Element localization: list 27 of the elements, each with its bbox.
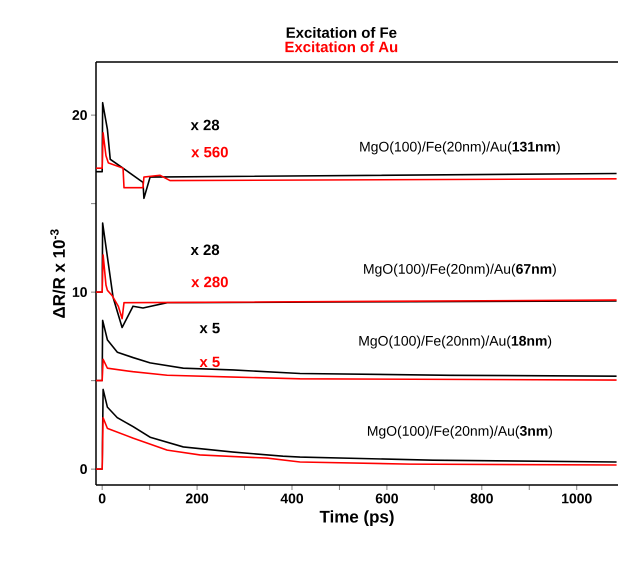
line-series: [95, 416, 618, 470]
annotation: x 280: [191, 276, 228, 288]
annotation: x 5: [200, 356, 220, 368]
y-tick-label: 0: [80, 464, 87, 474]
x-tick-label: 0: [98, 494, 106, 504]
line-series: [95, 132, 618, 188]
x-tick-label: 200: [186, 494, 208, 504]
text: Excitation of Au: [285, 41, 398, 52]
x-tick-label: 1000: [562, 494, 592, 504]
x-tick-label: 800: [470, 494, 493, 504]
annotation: MgO(100)/Fe(20nm)/Au(18nm): [359, 336, 552, 349]
annotation: x 28: [190, 120, 220, 130]
annotation: MgO(100)/Fe(20nm)/Au(131nm): [360, 141, 560, 154]
line-series: [95, 254, 618, 320]
x-axis-title: Time (ps): [320, 510, 394, 526]
annotation: x 560: [191, 146, 228, 158]
x-tick-label: 600: [376, 494, 398, 504]
line-series: [95, 358, 618, 382]
y-axis-title: ΔR/R x 10$^{-3}$: [50, 229, 66, 318]
y-tick-label: 10: [72, 287, 87, 298]
text: Excitation of Fe: [286, 26, 396, 38]
annotation: x 28: [190, 244, 220, 256]
x-tick-label: 400: [280, 494, 304, 504]
annotation: x 5: [200, 322, 220, 334]
annotation: MgO(100)/Fe(20nm)/Au(67nm): [364, 264, 556, 277]
annotation: MgO(100)/Fe(20nm)/Au(3nm): [368, 426, 552, 439]
y-tick-label: 20: [72, 110, 87, 120]
